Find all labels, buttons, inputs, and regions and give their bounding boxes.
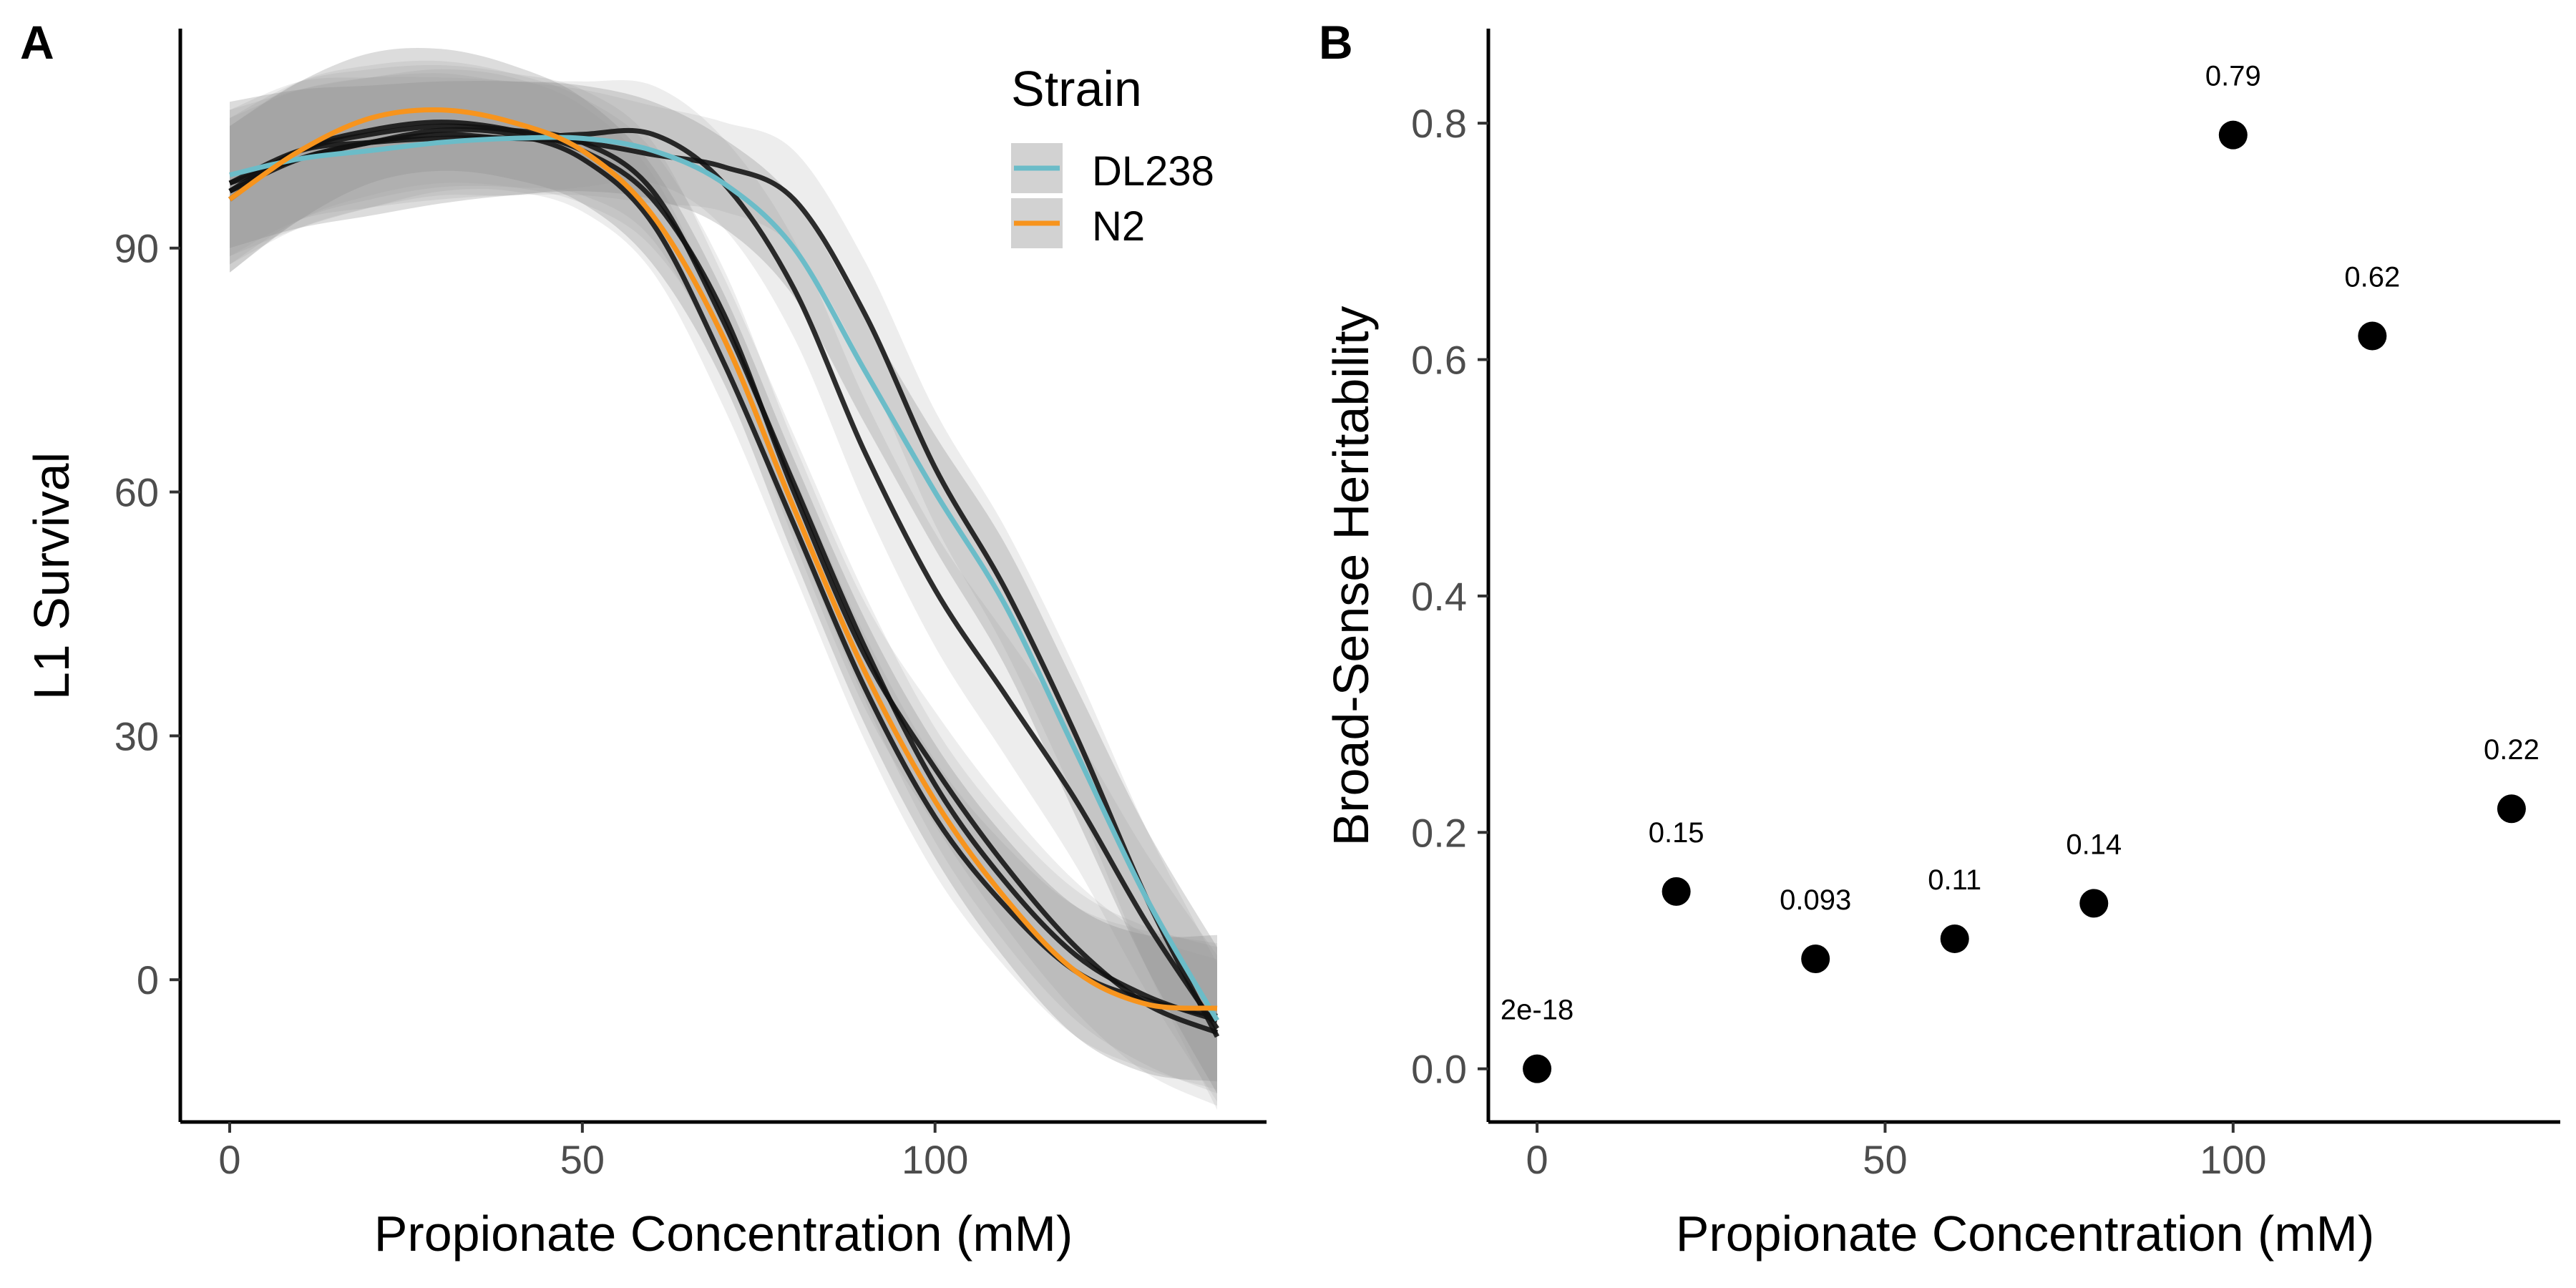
panel-a-survival-curves: A 0 50 100 0 30 60 90 L1 Survival Propionate C… [20,16,1267,1262]
heritability-point [1940,924,1969,953]
legend-entry-n2: N2 [1011,198,1145,250]
panel-b-x-tick-label: 0 [1526,1137,1548,1182]
heritability-point-label: 0.11 [1928,864,1981,896]
heritability-point [1523,1054,1552,1083]
replicate-confidence-band [230,77,1217,1111]
heritability-point [2218,120,2248,150]
panel-a-x-tick-label: 0 [218,1137,240,1182]
panel-a-axes: 0 50 100 0 30 60 90 [114,29,1267,1182]
strain-curve-n2 [228,107,1218,1011]
panel-a-x-tick-label: 100 [902,1137,968,1182]
replicate-confidence-band [230,60,1217,1106]
replicate-curve [228,123,1219,1023]
panel-a-y-tick-label: 60 [114,470,159,515]
panel-b-y-tick-label: 0.2 [1411,810,1467,855]
panel-b-x-tick-label: 100 [2200,1137,2266,1182]
legend-label-n2: N2 [1092,203,1145,250]
panel-a-x-axis-title: Propionate Concentration (mM) [374,1206,1073,1262]
panel-b-y-tick-label: 0.8 [1411,101,1467,146]
replicate-confidence-band [230,73,1217,1102]
heritability-point [1662,877,1691,906]
panel-a-y-tick-label: 90 [114,226,159,271]
heritability-point-label: 0.093 [1780,884,1851,916]
heritability-point-label: 0.62 [2344,261,2400,293]
heritability-point-label: 0.14 [2066,829,2122,860]
panel-b-x-tick-label: 50 [1863,1137,1907,1182]
panel-a-y-tick-label: 0 [137,957,159,1002]
heritability-point-label: 0.22 [2484,734,2540,766]
heritability-point [2358,321,2387,351]
panel-b-x-axis-title: Propionate Concentration (mM) [1676,1206,2375,1262]
heritability-point [2497,794,2526,824]
panel-a-curves [228,107,1220,1038]
panel-b-label: B [1319,16,1353,69]
panel-a-label: A [20,16,54,69]
replicate-curve [228,127,1218,1019]
panel-b-axes: 0 50 100 0.0 0.2 0.4 0.6 0.8 [1411,29,2560,1182]
panel-b-y-axis-title: Broad-Sense Heritability [1323,306,1379,847]
legend-label-dl238: DL238 [1092,148,1214,195]
replicate-curve [228,135,1220,1038]
heritability-point-label: 0.79 [2205,61,2261,92]
panel-a-y-tick-label: 30 [114,713,159,758]
panel-a-legend: Strain DL238 N2 [1011,61,1214,250]
heritability-point-label: 0.15 [1649,817,1704,849]
replicate-curve [228,127,1219,1030]
panel-b-points: 2e-18 0.15 0.093 0.11 0.14 0.79 0.62 0.22 [1501,61,2540,1083]
panel-b-y-tick-label: 0.4 [1411,574,1467,619]
strain-curve-dl238 [229,135,1220,1022]
panel-a-x-tick-label: 50 [560,1137,605,1182]
panel-b-y-tick-label: 0.0 [1411,1047,1467,1092]
panel-a-y-axis-title: L1 Survival [24,452,79,700]
heritability-point [2079,889,2109,918]
strain-confidence-band-dl238 [230,81,1217,1094]
panel-b-heritability: B 0 50 100 0.0 0.2 0.4 0.6 0.8 2e-18 0.15 0.093 0.… [1319,16,2560,1262]
panel-b-y-tick-label: 0.6 [1411,338,1467,383]
heritability-point-label: 2e-18 [1501,995,1574,1026]
heritability-point [1801,945,1830,974]
legend-entry-dl238: DL238 [1011,143,1214,195]
legend-title: Strain [1011,61,1142,117]
